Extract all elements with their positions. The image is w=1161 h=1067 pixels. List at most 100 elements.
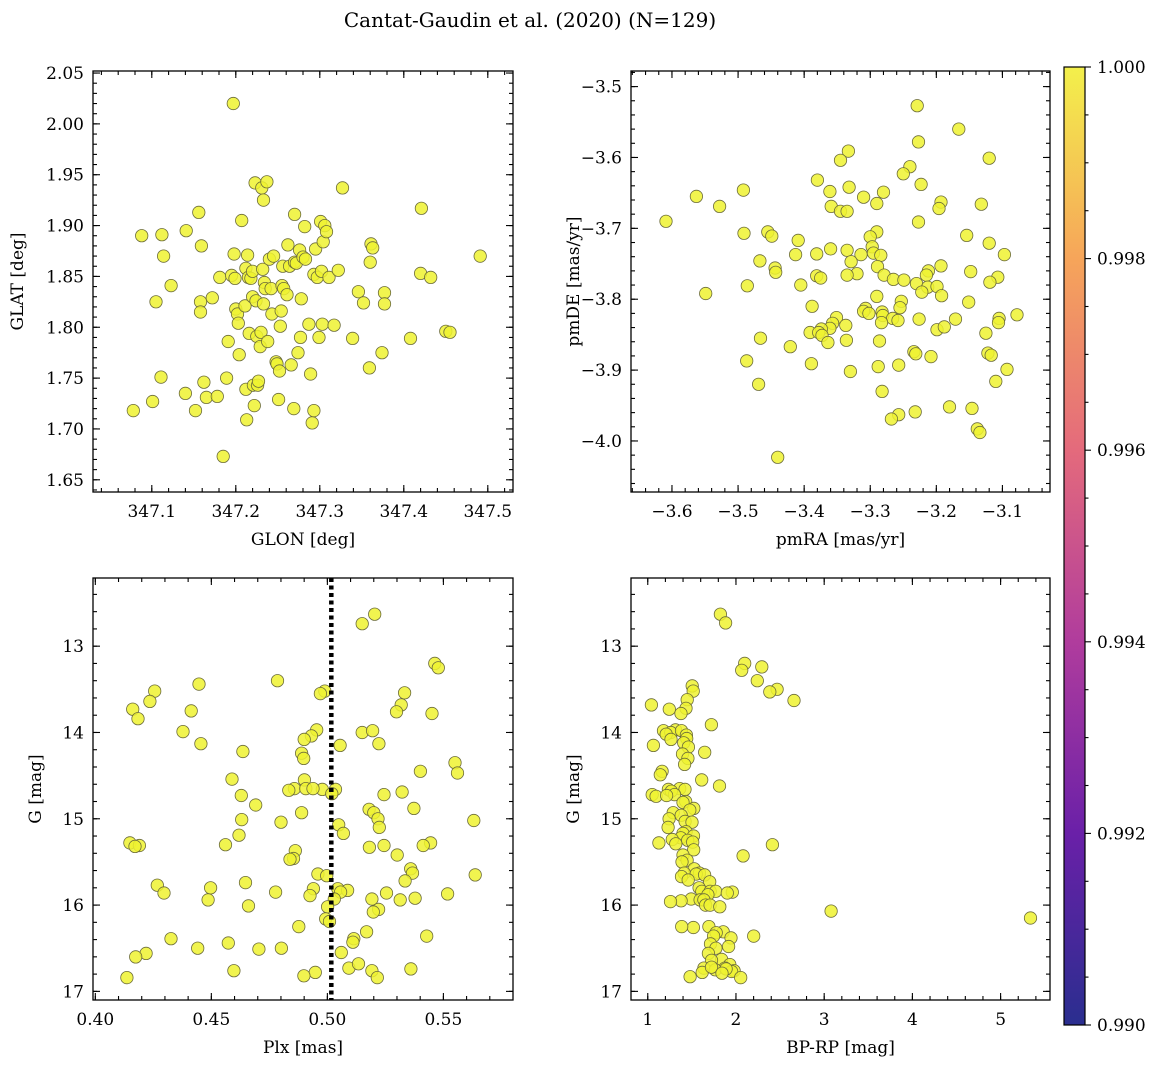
x-tick-label: 347.2: [211, 502, 260, 522]
scatter-points: [644, 607, 1038, 985]
data-point: [989, 374, 1003, 388]
x-axis-label: BP-RP [mag]: [786, 1038, 895, 1058]
data-point: [252, 942, 266, 956]
data-point: [747, 929, 761, 943]
data-point: [810, 173, 825, 187]
data-point: [662, 702, 676, 716]
scatter-points: [659, 99, 1024, 464]
data-point: [473, 249, 487, 263]
colorbar-tick-label: 0.990: [1097, 1016, 1146, 1036]
data-point: [644, 698, 659, 712]
data-point: [284, 358, 298, 372]
data-point: [689, 189, 704, 203]
data-point: [365, 724, 380, 738]
data-point: [823, 184, 837, 199]
data-point: [734, 970, 748, 985]
data-point: [377, 297, 392, 311]
axes-frame: [630, 70, 1051, 493]
colorbar-ticks: 0.990 0.992 0.994 0.996 0.998 1.000: [1085, 58, 1146, 1036]
y-axis-label: G [mag]: [564, 754, 584, 823]
data-point: [414, 201, 428, 215]
data-point: [192, 677, 206, 691]
data-point: [908, 405, 922, 419]
data-point: [322, 270, 336, 284]
data-point: [377, 787, 391, 802]
data-point: [306, 781, 320, 796]
x-tick-label: 0.55: [424, 1010, 462, 1030]
data-point: [395, 785, 409, 799]
data-point: [736, 183, 751, 197]
data-point: [840, 268, 854, 282]
data-point: [755, 660, 769, 674]
data-point: [712, 779, 727, 793]
y-tick-label: 1.85: [46, 267, 84, 287]
data-point: [256, 262, 270, 276]
x-tick-label: 347.1: [127, 502, 176, 522]
data-point: [841, 144, 856, 158]
data-point: [362, 840, 376, 854]
data-point: [351, 957, 366, 971]
data-point: [659, 214, 673, 228]
y-tick-label: 2.00: [46, 115, 84, 135]
data-point: [188, 403, 203, 418]
data-point: [984, 348, 998, 362]
data-point: [149, 295, 163, 309]
data-point: [216, 449, 230, 463]
data-point: [952, 122, 966, 136]
x-tick-label: −3.3: [850, 502, 891, 522]
y-tick-label: 15: [62, 810, 84, 830]
data-point: [659, 788, 674, 803]
data-point: [302, 317, 316, 331]
x-tick-label: −3.1: [982, 502, 1023, 522]
x-tick-label: 347.5: [463, 502, 512, 522]
y-tick-label: 17: [600, 982, 622, 1002]
data-point: [839, 318, 853, 332]
data-point: [297, 969, 311, 983]
data-point: [266, 249, 281, 263]
y-tick-label: −3.5: [581, 78, 622, 98]
data-point: [973, 425, 987, 440]
data-point: [924, 349, 938, 364]
data-point: [359, 925, 374, 939]
data-point: [805, 299, 819, 313]
data-point: [675, 855, 689, 869]
data-point: [280, 288, 294, 302]
data-point: [669, 837, 683, 851]
data-point: [327, 318, 341, 332]
y-axis-label: G [mag]: [26, 754, 46, 823]
data-point: [687, 843, 701, 857]
colorbar-tick-label: 0.994: [1097, 633, 1146, 653]
data-point: [154, 370, 168, 384]
data-point: [783, 340, 797, 354]
data-point: [699, 286, 713, 301]
data-point: [261, 334, 275, 349]
x-tick-label: −3.6: [651, 502, 692, 522]
ticks: [631, 578, 1050, 1000]
data-point: [695, 773, 709, 787]
y-tick-label: 14: [62, 723, 84, 743]
panel-plx-g: 0.40 0.45 0.50 0.55 13 14 15 16 17 Plx [mas] G [ma…: [26, 577, 514, 1058]
data-point: [794, 278, 808, 292]
data-point: [164, 932, 178, 946]
y-tick-label: 14: [600, 723, 622, 743]
data-point: [937, 320, 951, 334]
data-point: [934, 259, 948, 273]
data-point: [155, 228, 169, 242]
data-point: [241, 899, 256, 913]
y-tick-label: 13: [62, 637, 84, 657]
data-point: [763, 685, 777, 699]
data-point: [431, 661, 445, 675]
data-point: [379, 886, 394, 900]
data-point: [962, 295, 976, 309]
data-point: [681, 873, 695, 887]
data-point: [370, 970, 384, 985]
data-point: [910, 99, 924, 113]
data-point: [915, 285, 929, 299]
data-point: [721, 939, 736, 954]
data-point: [393, 893, 407, 907]
data-point: [824, 904, 838, 918]
data-point: [713, 900, 727, 914]
data-point: [884, 412, 899, 426]
data-point: [205, 291, 219, 305]
